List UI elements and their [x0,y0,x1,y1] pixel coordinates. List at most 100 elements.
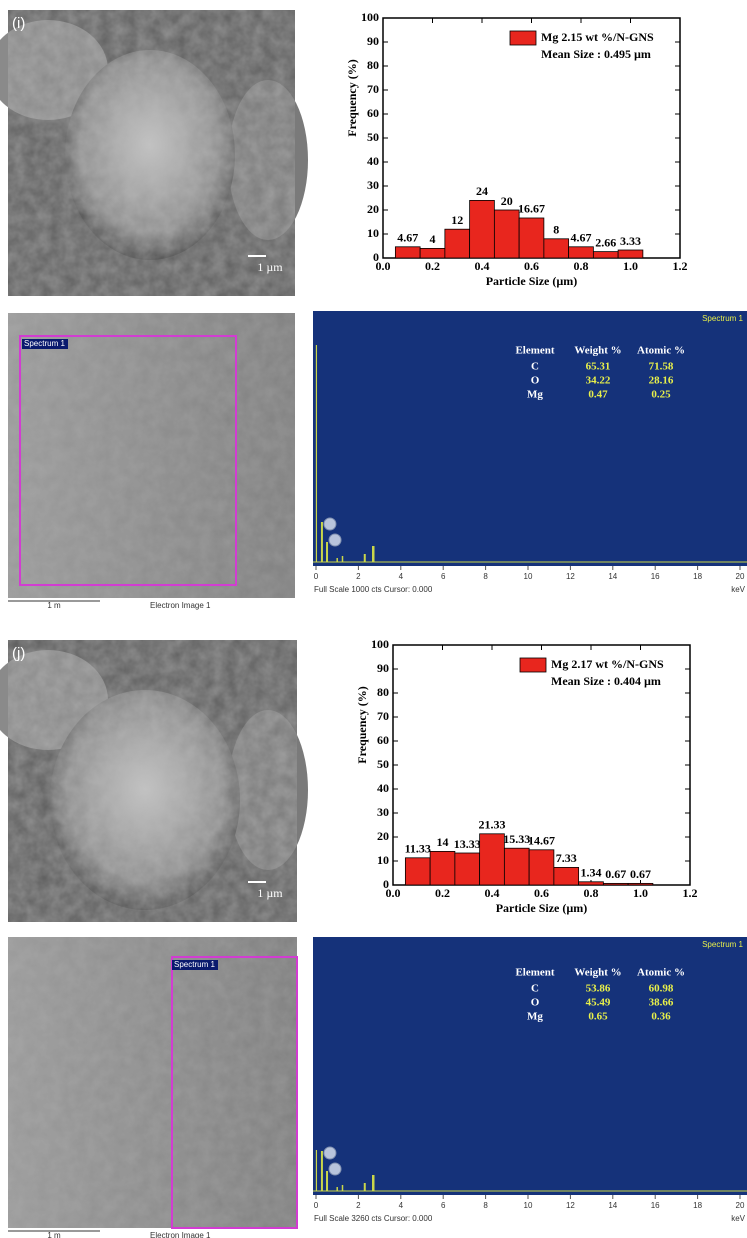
spectrum-label: Spectrum 1 [174,960,215,969]
y-tick-label: 60 [367,106,379,120]
bar [504,848,529,885]
bar [603,883,628,885]
table-header: Element [515,967,554,979]
spectrum-tick-label: 0 [314,1201,319,1210]
bar [480,834,505,885]
image-scale-label: 1 m [47,1231,61,1238]
annotation: Mean Size : 0.404 µm [551,674,661,688]
bar-label: 11.33 [405,842,431,856]
bar [529,850,554,885]
x-tick-label: 1.0 [633,886,648,900]
x-tick-label: 1.0 [623,259,638,273]
figure: (i)1 µmSpectrum 11 mElectron Image 1Spec… [0,0,747,1238]
bar [544,239,569,258]
y-tick-label: 40 [367,154,379,168]
spectrum-tick-label: 0 [314,572,319,581]
scale-bar-label: 1 µm [257,260,283,274]
spectrum-tick-label: 12 [566,572,575,581]
table-cell: 34.22 [586,375,611,387]
bar-label: 16.67 [518,202,545,216]
bar-label: 15.33 [503,832,530,846]
spectrum-tick-label: 8 [483,572,488,581]
spectrum-label: Spectrum 1 [24,339,65,348]
y-tick-label: 100 [371,637,389,651]
spectrum-tick-label: 6 [441,1201,446,1210]
table-cell: 0.25 [651,389,671,401]
table-cell: 0.65 [588,1011,608,1023]
peak-marker [324,518,336,530]
bar-label: 3.33 [620,234,641,248]
annotation: Mean Size : 0.495 µm [541,47,651,61]
y-tick-label: 20 [367,202,379,216]
y-tick-label: 60 [377,733,389,747]
table-cell: C [531,361,539,373]
x-axis-title: Particle Size (µm) [496,901,588,915]
y-tick-label: 70 [367,82,379,96]
y-tick-label: 100 [361,10,379,24]
legend-swatch [520,658,546,672]
table-cell: 65.31 [586,361,611,373]
y-tick-label: 50 [367,130,379,144]
bar-label: 21.33 [479,818,506,832]
bar-label: 14 [437,835,449,849]
bar-label: 20 [501,194,513,208]
table-cell: O [531,375,540,387]
x-tick-label: 0.8 [584,886,599,900]
y-tick-label: 40 [377,781,389,795]
bar-label: 1.34 [581,866,602,880]
table-cell: Mg [527,1011,543,1023]
spectrum-tick-label: 18 [693,572,702,581]
spectrum-tick-label: 10 [524,1201,533,1210]
spectrum-tick-label: 2 [356,1201,361,1210]
spectrum-tick-label: 20 [736,1201,745,1210]
y-axis-title: Frequency (%) [345,59,359,136]
table-cell: O [531,997,540,1009]
spectrum-footer: Full Scale 1000 cts Cursor: 0.000 [314,585,433,594]
table-cell: 45.49 [586,997,611,1009]
y-tick-label: 30 [377,805,389,819]
bar [494,210,519,258]
spectrum-tick-label: 16 [651,572,660,581]
spectrum-tick-label: 12 [566,1201,575,1210]
bar-label: 0.67 [605,867,626,881]
spectrum-tick-label: 10 [524,572,533,581]
x-tick-label: 1.2 [683,886,698,900]
bar [455,853,480,885]
y-axis-title: Frequency (%) [355,686,369,763]
bar-label: 2.66 [595,235,616,249]
legend-label: Mg 2.15 wt %/N-GNS [541,30,654,44]
table-header: Weight % [574,967,621,979]
spectrum-tick-label: 2 [356,572,361,581]
spectrum-tick-label: 6 [441,572,446,581]
bar-label: 12 [451,213,463,227]
y-tick-label: 90 [367,34,379,48]
x-tick-label: 0.8 [574,259,589,273]
table-cell: 71.58 [649,361,674,373]
bar [618,250,643,258]
table-header: Element [515,345,554,357]
table-cell: 38.66 [649,997,674,1009]
sem-texture [8,640,297,922]
bar-label: 4 [430,232,436,246]
y-tick-label: 90 [377,661,389,675]
bar [593,252,618,258]
bar [470,200,495,258]
scale-bar-label: 1 µm [257,886,283,900]
spectrum-footer: Full Scale 3260 cts Cursor: 0.000 [314,1214,433,1223]
spectrum-tick-label: 4 [399,1201,404,1210]
bar [395,247,420,258]
spectrum-tick-label: 4 [399,572,404,581]
bar-label: 13.33 [454,837,481,851]
eds-texture [8,313,295,598]
panel-label: (i) [12,15,25,32]
spectrum-tick-label: 14 [608,1201,617,1210]
legend-swatch [510,31,536,45]
bar [405,858,430,885]
panel-label: (j) [12,645,25,662]
bar-label: 14.67 [528,834,555,848]
x-tick-label: 0.2 [425,259,440,273]
y-tick-label: 10 [367,226,379,240]
peak-marker [329,1163,341,1175]
spectrum-tick-label: 20 [736,572,745,581]
bar [569,247,594,258]
